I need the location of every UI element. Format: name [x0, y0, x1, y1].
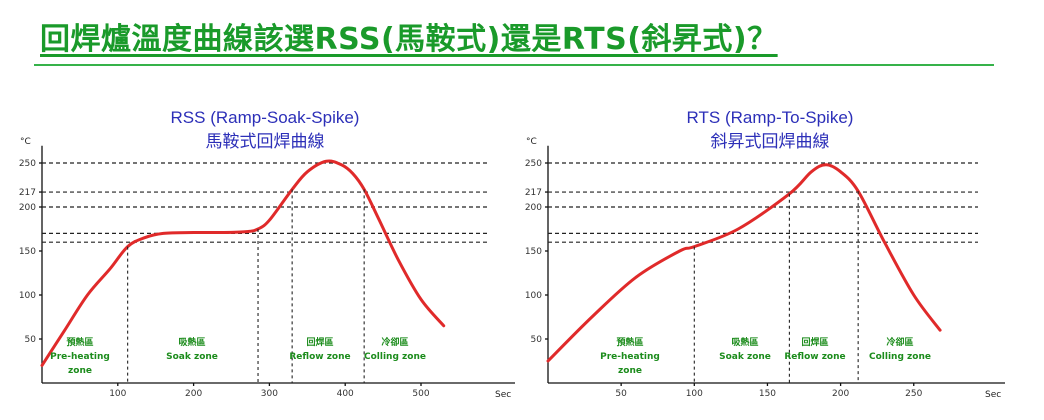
rss-chart-subtitle: 馬鞍式回焊曲線: [206, 132, 325, 151]
rss-zone-label-en: Reflow zone: [289, 352, 350, 362]
rts-zone-label-zh: 吸熱區: [731, 336, 758, 348]
rts-zone-label-en: Reflow zone: [784, 352, 845, 362]
rts-y-tick-label: 150: [525, 247, 542, 257]
rss-y-tick-label: 100: [19, 291, 36, 301]
rss-x-tick-label: 400: [337, 389, 354, 399]
rss-y-tick-label: 250: [19, 159, 36, 169]
rss-zone-label-zh: 回焊區: [306, 336, 333, 348]
rts-y-unit: °C: [526, 137, 537, 147]
rts-zone-label-zh: 回焊區: [801, 336, 828, 348]
rts-zone-label-en2: zone: [618, 366, 642, 376]
rss-y-tick-label: 150: [19, 247, 36, 257]
rts-x-tick-label: 200: [832, 389, 849, 399]
rts-y-tick-label: 50: [531, 335, 543, 345]
rts-y-tick-label: 217: [525, 188, 542, 198]
rss-x-tick-label: 200: [185, 389, 202, 399]
rss-y-tick-label: 200: [19, 203, 36, 213]
rts-zone-label-zh: 預熱區: [616, 336, 643, 348]
rts-x-tick-label: 150: [759, 389, 776, 399]
rts-y-tick-label: 100: [525, 291, 542, 301]
rss-x-tick-label: 100: [109, 389, 126, 399]
rss-chart-title: RSS (Ramp-Soak-Spike): [171, 108, 360, 127]
rts-chart-title: RTS (Ramp-To-Spike): [687, 108, 854, 127]
rts-zone-label-en: Colling zone: [869, 352, 931, 362]
rts-zone-label-en: Pre-heating: [600, 352, 660, 362]
rts-x-tick-label: 250: [905, 389, 922, 399]
rts-zone-label-en: Soak zone: [719, 352, 771, 362]
rss-zone-label-zh: 預熱區: [66, 336, 93, 348]
rss-y-tick-label: 217: [19, 188, 36, 198]
rts-zone-label-zh: 冷卻區: [886, 336, 913, 348]
rss-zone-label-en: Pre-heating: [50, 352, 110, 362]
rss-zone-label-en: Soak zone: [166, 352, 218, 362]
rts-x-tick-label: 100: [686, 389, 703, 399]
rss-zone-label-en2: zone: [68, 366, 92, 376]
rts-chart-subtitle: 斜昇式回焊曲線: [711, 132, 830, 151]
rss-x-tick-label: 500: [412, 389, 429, 399]
rts-y-tick-label: 200: [525, 203, 542, 213]
rss-zone-label-zh: 冷卻區: [381, 336, 408, 348]
rss-x-tick-label: 300: [261, 389, 278, 399]
headline-rule: [34, 64, 994, 66]
rts-x-tick-label: 50: [615, 389, 627, 399]
rss-y-unit: °C: [20, 137, 31, 147]
rss-zone-label-en: Colling zone: [364, 352, 426, 362]
page-headline: 回焊爐溫度曲線該選RSS(馬鞍式)還是RTS(斜昇式)？: [40, 22, 778, 57]
rss-zone-label-zh: 吸熱區: [178, 336, 205, 348]
rts-x-unit: Sec: [985, 390, 1001, 400]
rts-y-tick-label: 250: [525, 159, 542, 169]
rss-y-tick-label: 50: [25, 335, 37, 345]
rts-temperature-curve: [546, 163, 942, 363]
rss-x-unit: Sec: [495, 390, 511, 400]
rss-temperature-curve: [40, 159, 446, 367]
